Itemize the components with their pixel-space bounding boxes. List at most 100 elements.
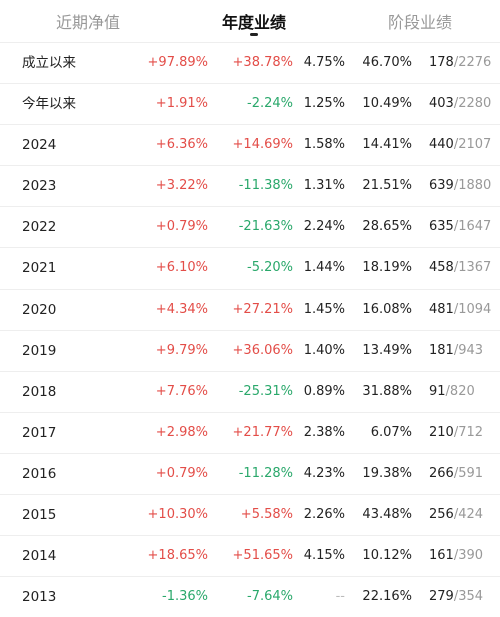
percentile-value: 22.16% [362, 589, 412, 605]
benchmark-value: 1.31% [303, 178, 345, 194]
rank-total: /424 [453, 507, 484, 523]
rank-cell: 635/1647 [429, 207, 491, 247]
benchmark-value: 1.25% [303, 96, 345, 112]
benchmark-value: 2.24% [303, 219, 345, 235]
rank-total: /2107 [453, 137, 492, 153]
table-row[interactable]: 2022 +0.79% -21.63% 2.24% 28.65% 635/1647 [0, 207, 500, 249]
rank-number: 481 [429, 301, 454, 317]
table-row[interactable]: 2014 +18.65% +51.65% 4.15% 10.12% 161/390 [0, 536, 500, 578]
rank-number: 161 [429, 548, 454, 564]
category-average-value: +21.77% [232, 424, 293, 440]
table-row[interactable]: 2021 +6.10% -5.20% 1.44% 18.19% 458/1367 [0, 248, 500, 290]
fund-return-value: +6.36% [155, 137, 208, 153]
table-row[interactable]: 2016 +0.79% -11.28% 4.23% 19.38% 266/591 [0, 454, 500, 496]
rank-number: 279 [429, 589, 454, 605]
rank-number: 403 [429, 96, 454, 112]
rank-number: 440 [429, 137, 454, 153]
table-row[interactable]: 2017 +2.98% +21.77% 2.38% 6.07% 210/712 [0, 413, 500, 454]
rank-cell: 481/1094 [429, 290, 491, 330]
rank-total: /591 [453, 465, 484, 481]
rank-total: /943 [453, 342, 484, 358]
percentile-value: 13.49% [362, 342, 412, 358]
fund-return-value: +2.98% [155, 424, 208, 440]
rank-total: /1094 [453, 301, 492, 317]
period-label: 2016 [22, 465, 57, 482]
period-label: 2020 [22, 301, 57, 318]
benchmark-value: 1.40% [303, 342, 345, 358]
period-label: 2019 [22, 342, 57, 359]
percentile-value: 18.19% [362, 260, 412, 276]
percentile-value: 43.48% [362, 507, 412, 523]
period-label: 2018 [22, 383, 57, 400]
fund-return-value: -1.36% [162, 589, 208, 605]
percentile-value: 14.41% [362, 137, 412, 153]
benchmark-value: 4.15% [303, 548, 345, 564]
percentile-value: 10.12% [362, 548, 412, 564]
rank-total: /2276 [453, 55, 492, 70]
fund-return-value: +18.65% [147, 548, 208, 564]
table-row[interactable]: 2020 +4.34% +27.21% 1.45% 16.08% 481/1094 [0, 290, 500, 331]
tab-bar: 近期净值 年度业绩 阶段业绩 [0, 0, 500, 43]
rank-number: 266 [429, 465, 454, 481]
rank-cell: 210/712 [429, 413, 483, 453]
table-row[interactable]: 2018 +7.76% -25.31% 0.89% 31.88% 91/820 [0, 372, 500, 413]
percentile-value: 21.51% [362, 178, 412, 194]
rank-cell: 178/2276 [429, 43, 491, 83]
table-row[interactable]: 2024 +6.36% +14.69% 1.58% 14.41% 440/2107 [0, 125, 500, 167]
tab-annual-performance[interactable]: 年度业绩 [222, 13, 287, 32]
rank-cell: 639/1880 [429, 166, 491, 206]
table-row[interactable]: 2019 +9.79% +36.06% 1.40% 13.49% 181/943 [0, 331, 500, 372]
rank-total: /390 [453, 548, 484, 564]
percentile-value: 16.08% [362, 301, 412, 317]
rank-cell: 181/943 [429, 331, 483, 371]
percentile-value: 31.88% [362, 383, 412, 399]
category-average-value: +38.78% [232, 55, 293, 70]
category-average-value: +51.65% [232, 548, 293, 564]
rank-number: 635 [429, 219, 454, 235]
category-average-value: -2.24% [247, 96, 293, 112]
benchmark-value: 4.23% [303, 465, 345, 481]
fund-return-value: +0.79% [155, 465, 208, 481]
rank-cell: 91/820 [429, 372, 475, 412]
category-average-value: +5.58% [240, 507, 293, 523]
tab-stage-performance[interactable]: 阶段业绩 [388, 13, 453, 32]
category-average-value: +36.06% [232, 342, 293, 358]
table-row[interactable]: 2015 +10.30% +5.58% 2.26% 43.48% 256/424 [0, 495, 500, 537]
fund-return-value: +3.22% [155, 178, 208, 194]
category-average-value: +27.21% [232, 301, 293, 317]
rank-total: /820 [445, 383, 475, 399]
tab-recent-nav[interactable]: 近期净值 [56, 13, 121, 32]
rank-total: /1367 [453, 260, 492, 276]
rank-total: /1880 [453, 178, 492, 194]
benchmark-value: 2.38% [303, 424, 345, 440]
percentile-value: 28.65% [362, 219, 412, 235]
fund-return-value: +6.10% [155, 260, 208, 276]
rank-cell: 279/354 [429, 577, 483, 617]
period-label: 2022 [22, 219, 57, 236]
fund-return-value: +97.89% [147, 55, 208, 70]
category-average-value: +14.69% [232, 137, 293, 153]
percentile-value: 46.70% [362, 55, 412, 70]
rank-total: /1647 [453, 219, 492, 235]
fund-return-value: +10.30% [147, 507, 208, 523]
rank-total: /2280 [453, 96, 492, 112]
table-row[interactable]: 2013 -1.36% -7.64% -- 22.16% 279/354 [0, 577, 500, 617]
fund-return-value: +4.34% [155, 301, 208, 317]
period-label: 2024 [22, 137, 57, 154]
active-tab-indicator [250, 33, 258, 36]
rank-number: 91 [429, 383, 446, 399]
rank-total: /354 [453, 589, 484, 605]
benchmark-value: 1.58% [303, 137, 345, 153]
table-row[interactable]: 2023 +3.22% -11.38% 1.31% 21.51% 639/1880 [0, 166, 500, 208]
rank-number: 639 [429, 178, 454, 194]
rank-cell: 256/424 [429, 495, 483, 535]
table-row[interactable]: 成立以来 +97.89% +38.78% 4.75% 46.70% 178/2276 [0, 43, 500, 85]
category-average-value: -21.63% [238, 219, 293, 235]
rank-number: 210 [429, 424, 454, 440]
rank-cell: 458/1367 [429, 248, 491, 288]
period-label: 2023 [22, 178, 57, 195]
table-row[interactable]: 今年以来 +1.91% -2.24% 1.25% 10.49% 403/2280 [0, 84, 500, 126]
period-label: 2014 [22, 548, 57, 565]
category-average-value: -11.38% [238, 178, 293, 194]
category-average-value: -5.20% [247, 260, 293, 276]
